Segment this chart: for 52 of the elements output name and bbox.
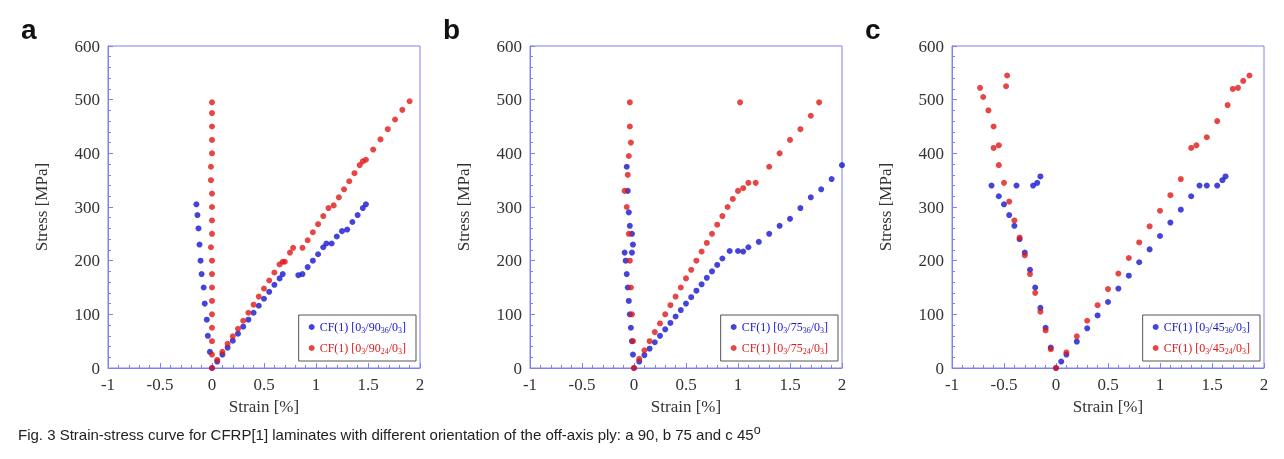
x-tick-label: -1	[522, 375, 538, 394]
y-axis-title: Stress [MPa]	[876, 162, 895, 252]
y-tick-label: 100	[496, 304, 522, 324]
chart-title: c	[865, 13, 881, 45]
x-tick-label: 1	[1155, 375, 1165, 394]
x-tick-label: 0	[629, 375, 639, 394]
y-tick-label: 0	[513, 358, 522, 378]
y-tick-label: 400	[496, 143, 522, 163]
y-tick-label: 500	[496, 90, 522, 110]
y-tick-label: 300	[918, 197, 944, 217]
x-axis-title: Strain [%]	[228, 397, 300, 416]
x-tick-label: 1	[311, 375, 321, 394]
x-tick-label: 2	[415, 375, 425, 394]
x-tick-label: 0	[1051, 375, 1061, 394]
x-tick-label: 1	[733, 375, 743, 394]
chart-title: b	[443, 13, 461, 45]
x-tick-label: 1.5	[1201, 375, 1223, 394]
y-tick-label: 300	[74, 197, 100, 217]
x-tick-label: 1.5	[779, 375, 801, 394]
y-tick-label: 600	[496, 36, 522, 56]
y-tick-label: 100	[918, 304, 944, 324]
x-tick-label: -0.5	[568, 375, 596, 394]
y-tick-label: 200	[918, 251, 944, 271]
x-axis-title: Strain [%]	[1072, 397, 1144, 416]
y-axis-title: Stress [MPa]	[454, 162, 473, 252]
x-axis-title: Strain [%]	[650, 397, 722, 416]
y-tick-label: 500	[918, 90, 944, 110]
y-tick-label: 600	[918, 36, 944, 56]
y-tick-label: 300	[496, 197, 522, 217]
x-tick-label: -0.5	[146, 375, 174, 394]
y-tick-label: 200	[74, 251, 100, 271]
caption: Fig. 3 Strain-stress curve for CFRP[1] laminates with different orientation of the off-axis ply: a 90, b 75 and c 45$^{o}$	[18, 423, 762, 443]
x-tick-label: -1	[100, 375, 116, 394]
y-tick-label: 0	[935, 358, 944, 378]
x-tick-label: 0.5	[253, 375, 275, 394]
y-tick-label: 600	[74, 36, 100, 56]
x-tick-label: 0	[207, 375, 217, 394]
y-tick-label: 0	[91, 358, 100, 378]
y-axis-title: Stress [MPa]	[32, 162, 51, 252]
chart-title: a	[21, 13, 37, 45]
y-tick-label: 400	[918, 143, 944, 163]
y-tick-label: 500	[74, 90, 100, 110]
x-tick-label: 0.5	[675, 375, 697, 394]
y-tick-label: 400	[74, 143, 100, 163]
x-tick-label: 1.5	[357, 375, 379, 394]
y-tick-label: 200	[496, 251, 522, 271]
y-tick-label: 100	[74, 304, 100, 324]
x-tick-label: 2	[1259, 375, 1269, 394]
x-tick-label: 2	[837, 375, 847, 394]
x-tick-label: 0.5	[1097, 375, 1119, 394]
x-tick-label: -1	[944, 375, 960, 394]
x-tick-label: -0.5	[990, 375, 1018, 394]
